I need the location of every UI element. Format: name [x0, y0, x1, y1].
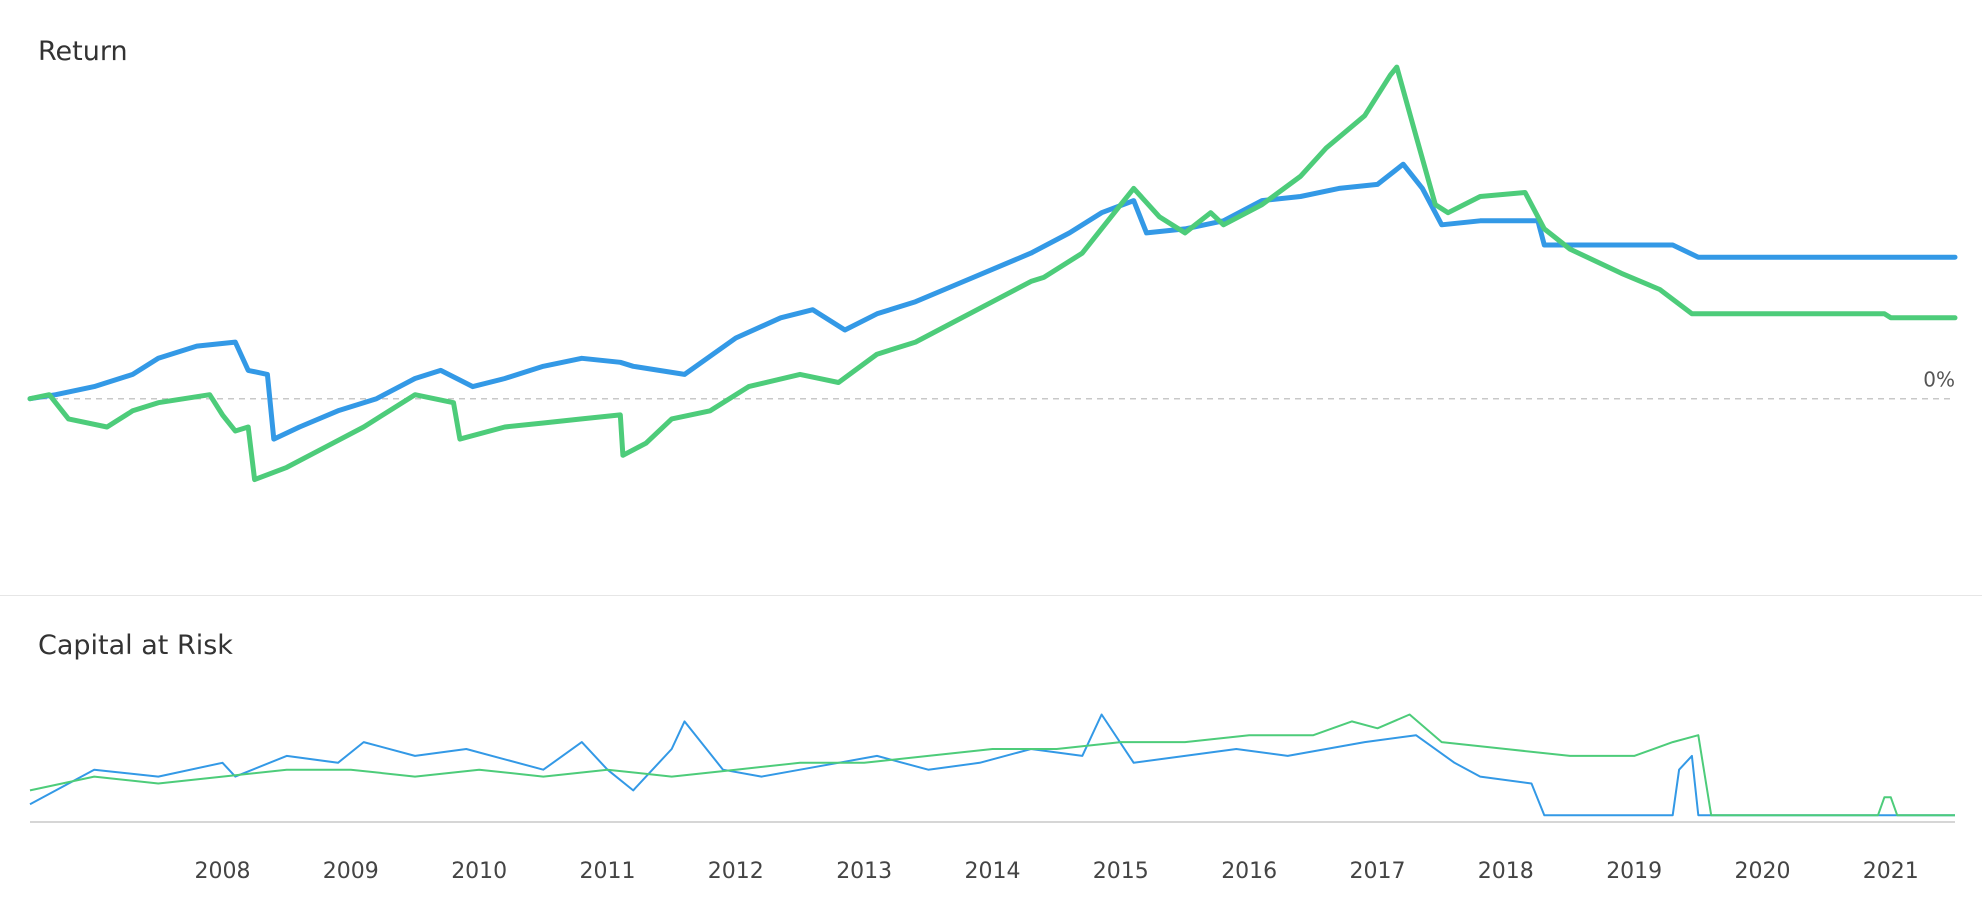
x-tick-label: 2008	[195, 859, 251, 884]
x-tick-label: 2010	[451, 859, 507, 884]
return-chart: 0%	[27, 64, 1958, 483]
x-tick-label: 2019	[1606, 859, 1662, 884]
return-series-line-2	[27, 64, 1958, 483]
risk-series-line-2	[29, 713, 1955, 817]
x-tick-label: 2013	[836, 859, 892, 884]
return-chart-title: Return	[38, 36, 128, 67]
x-tick-label: 2020	[1735, 859, 1791, 884]
x-tick-label: 2021	[1863, 859, 1919, 884]
x-tick-label: 2009	[323, 859, 379, 884]
x-tick-label: 2015	[1093, 859, 1149, 884]
return-series-group	[27, 64, 1958, 483]
x-axis-tick-labels: 2008 2009 2010 2011 2012 2013 2014 2015 2016 2017…	[195, 859, 1919, 884]
x-tick-label: 2012	[708, 859, 764, 884]
x-tick-label: 2011	[580, 859, 636, 884]
x-tick-label: 2016	[1221, 859, 1277, 884]
panel-divider	[0, 595, 1982, 596]
x-tick-label: 2018	[1478, 859, 1534, 884]
return-series-line-1	[27, 161, 1958, 442]
zero-percent-label: 0%	[1923, 368, 1955, 392]
x-tick-label: 2014	[965, 859, 1021, 884]
risk-series-group	[29, 713, 1955, 817]
risk-series-line-1	[29, 713, 1955, 817]
capital-at-risk-title: Capital at Risk	[38, 630, 233, 661]
capital-at-risk-chart: 2008 2009 2010 2011 2012 2013 2014 2015 2016 2017…	[29, 713, 1955, 884]
x-tick-label: 2017	[1350, 859, 1406, 884]
